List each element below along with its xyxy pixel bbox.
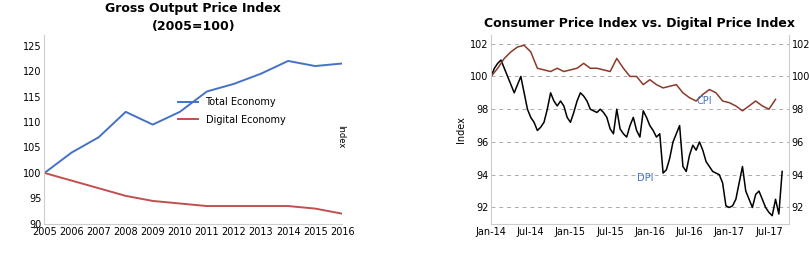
Total Economy	[40, 171, 49, 175]
Digital Economy	[175, 202, 184, 205]
Total Economy	[202, 90, 212, 93]
Digital Economy	[121, 194, 130, 197]
Total Economy	[311, 64, 320, 68]
Text: CPI: CPI	[697, 96, 712, 106]
Total Economy	[94, 136, 104, 139]
Digital Economy	[229, 204, 239, 208]
Total Economy	[337, 62, 347, 65]
Total Economy	[256, 72, 266, 75]
Legend: Total Economy, Digital Economy: Total Economy, Digital Economy	[175, 93, 289, 129]
Digital Economy	[337, 212, 347, 215]
Total Economy	[121, 110, 130, 114]
Digital Economy	[311, 207, 320, 210]
Total Economy	[283, 59, 293, 63]
Digital Economy	[94, 186, 104, 190]
Text: Index: Index	[336, 125, 345, 148]
Digital Economy	[66, 179, 76, 182]
Title: Consumer Price Index vs. Digital Price Index: Consumer Price Index vs. Digital Price I…	[485, 17, 795, 30]
Line: Total Economy: Total Economy	[44, 61, 342, 173]
Total Economy	[175, 110, 184, 114]
Digital Economy	[40, 171, 49, 175]
Total Economy	[229, 82, 239, 85]
Title: Gross Output Price Index
(2005=100): Gross Output Price Index (2005=100)	[105, 2, 282, 33]
Total Economy	[66, 151, 76, 154]
Y-axis label: Index: Index	[455, 116, 466, 143]
Digital Economy	[202, 204, 212, 208]
Text: DPI: DPI	[637, 173, 653, 183]
Line: Digital Economy: Digital Economy	[44, 173, 342, 214]
Digital Economy	[148, 199, 158, 203]
Digital Economy	[283, 204, 293, 208]
Digital Economy	[256, 204, 266, 208]
Total Economy	[148, 123, 158, 126]
